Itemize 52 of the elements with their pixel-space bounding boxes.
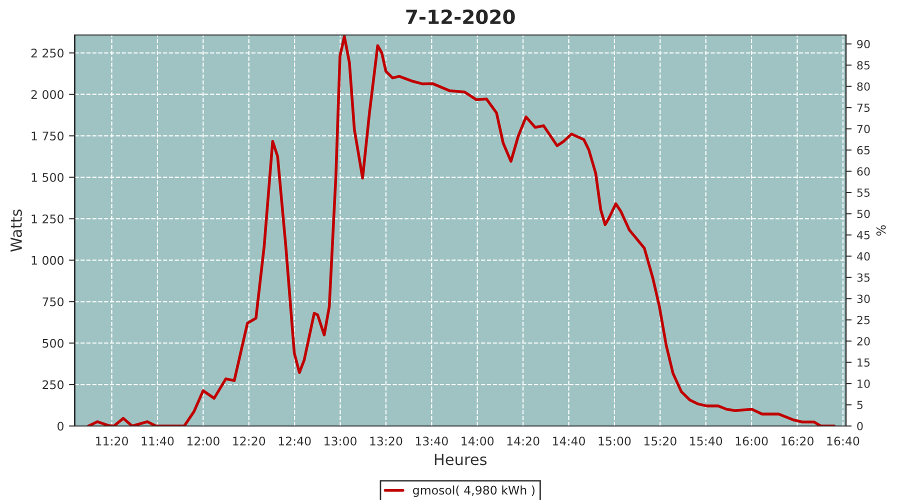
y2-tick-label: 90 [857, 40, 870, 48]
x-tick-label: 13:20 [370, 436, 402, 446]
x-tick-label: 11:20 [96, 436, 128, 446]
y2-tick-label: 55 [857, 188, 870, 197]
y-tick-label: 1 500 [32, 172, 64, 182]
y2-tick-label: 85 [857, 61, 870, 70]
x-tick-label: 14:20 [507, 436, 540, 446]
y-tick-label: 1 250 [32, 214, 64, 224]
y2-tick-label: 10 [858, 380, 870, 388]
y2-tick-label: 15 [858, 358, 870, 367]
x-tick-label: 12:40 [278, 436, 311, 446]
y2-tick-label: 20 [857, 337, 870, 346]
y-tick-label: 1 000 [32, 256, 64, 265]
y2-axis-title: % [876, 225, 886, 236]
y2-tick-label: 50 [857, 210, 870, 218]
y2-tick-label: 65 [857, 146, 870, 154]
x-tick-label: 14:40 [553, 436, 585, 446]
x-tick-label: 16:20 [782, 436, 814, 446]
x-axis-title: Heures [434, 454, 487, 466]
x-tick-label: 12:20 [233, 436, 266, 446]
x-tick-label: 14:00 [462, 436, 494, 446]
y2-tick-label: 5 [857, 400, 863, 410]
y2-tick-label: 75 [857, 104, 870, 112]
x-tick-label: 11:40 [142, 436, 174, 446]
y-tick-label: 2 250 [31, 48, 64, 58]
y2-tick-label: 35 [857, 273, 870, 282]
y-tick-label: 1 750 [32, 132, 64, 140]
y-tick-label: 2 000 [31, 90, 64, 100]
x-tick-label: 15:20 [644, 436, 676, 446]
y-axis-title: Watts [10, 210, 22, 252]
legend-label: gmosol( 4,980 kWh ) [413, 486, 534, 497]
y-tick-label: 0 [58, 422, 64, 431]
line-series [87, 35, 836, 426]
y2-tick-label: 80 [857, 82, 870, 91]
y2-tick-label: 25 [857, 316, 870, 324]
y-tick-label: 250 [42, 380, 64, 390]
y2-tick-label: 45 [856, 231, 870, 240]
y2-tick-label: 70 [857, 124, 870, 134]
x-tick-label: 16:40 [827, 436, 860, 446]
x-tick-label: 13:00 [324, 436, 356, 446]
y2-tick-label: 30 [857, 294, 870, 304]
x-tick-label: 13:40 [416, 436, 448, 446]
x-tick-label: 15:40 [690, 436, 722, 446]
y-tick-label: 750 [42, 297, 64, 306]
y-tick-label: 500 [42, 338, 64, 348]
chart-title: 7-12-2020 [406, 9, 515, 24]
x-tick-label: 15:00 [598, 436, 631, 446]
y2-tick-label: 60 [857, 167, 870, 176]
x-tick-label: 16:00 [736, 436, 768, 446]
x-tick-label: 12:00 [187, 436, 220, 446]
y2-tick-label: 0 [857, 422, 863, 430]
y2-tick-label: 40 [856, 252, 870, 261]
